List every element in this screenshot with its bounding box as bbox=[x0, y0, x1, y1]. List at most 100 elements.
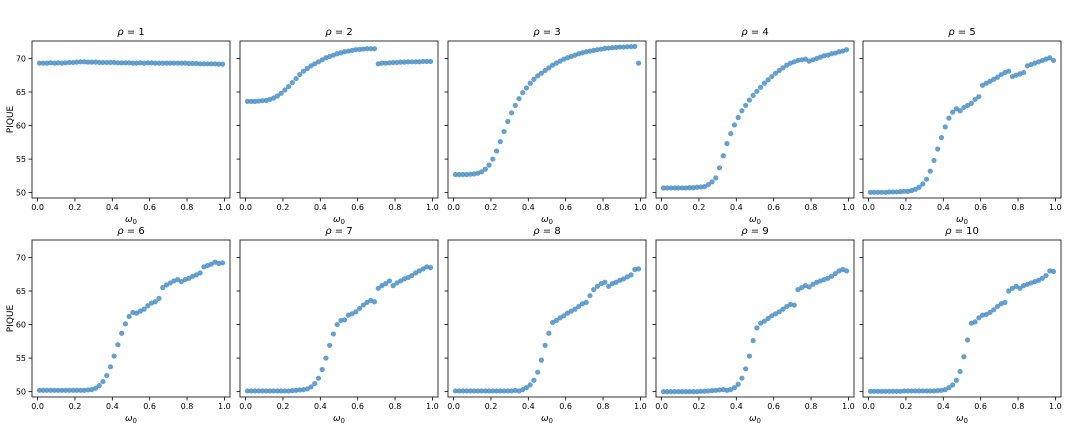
data-point bbox=[427, 58, 434, 65]
data-point bbox=[772, 70, 779, 76]
data-point bbox=[508, 110, 515, 116]
data-point bbox=[720, 153, 726, 159]
data-point bbox=[1017, 285, 1023, 291]
data-point bbox=[51, 387, 58, 393]
data-point bbox=[252, 388, 258, 394]
data-point bbox=[953, 377, 960, 383]
data-point bbox=[293, 387, 299, 393]
data-point bbox=[493, 388, 500, 394]
subplot-rho-3: ρ = 3 0.0 0.2 0.4 0.6 0.8 1.0 ω0 bbox=[444, 27, 647, 226]
data-point bbox=[119, 330, 125, 336]
x-tick-label: 0.4 bbox=[314, 402, 327, 411]
data-point bbox=[1047, 55, 1053, 61]
data-point bbox=[134, 60, 140, 66]
data-point bbox=[698, 184, 704, 190]
data-point bbox=[516, 96, 522, 102]
x-tick-label: 0.6 bbox=[143, 203, 156, 212]
data-point bbox=[401, 59, 407, 65]
title-symbol: ρ bbox=[533, 27, 540, 38]
data-points bbox=[244, 46, 434, 104]
data-point bbox=[875, 189, 881, 195]
y-axis-ticks: 50 55 60 65 70 bbox=[16, 253, 32, 397]
data-point bbox=[267, 388, 273, 394]
data-point bbox=[624, 44, 630, 50]
y-axis-ticks: 50 55 60 65 70 bbox=[16, 54, 32, 198]
x-tick-label: 0.8 bbox=[1012, 203, 1025, 212]
data-point bbox=[460, 388, 466, 394]
x-tick-label: 1.0 bbox=[218, 203, 231, 212]
y-axis-ticks bbox=[236, 58, 240, 194]
data-point bbox=[152, 299, 158, 305]
x-axis-label: ω0 bbox=[749, 215, 761, 226]
data-point bbox=[994, 74, 1001, 80]
data-point bbox=[871, 189, 877, 195]
axes-frame bbox=[239, 40, 439, 199]
x-tick-label: 1.0 bbox=[426, 203, 439, 212]
y-tick-label: 70 bbox=[16, 253, 26, 262]
data-point bbox=[482, 166, 488, 172]
data-point bbox=[687, 389, 693, 395]
data-point bbox=[882, 388, 889, 394]
data-point bbox=[935, 388, 941, 394]
data-point bbox=[664, 185, 670, 191]
data-point bbox=[501, 128, 507, 135]
data-point bbox=[371, 46, 378, 52]
subplot-title: ρ = 1 bbox=[117, 27, 144, 38]
data-point bbox=[668, 389, 674, 395]
data-point bbox=[660, 185, 667, 191]
data-point bbox=[690, 185, 696, 191]
data-point bbox=[475, 388, 481, 394]
data-point bbox=[991, 307, 997, 313]
data-point bbox=[263, 388, 269, 394]
x-tick-label: 0.8 bbox=[597, 402, 610, 411]
data-point bbox=[330, 331, 336, 337]
data-point bbox=[832, 270, 838, 277]
x-axis-label: ω0 bbox=[749, 414, 761, 425]
data-point bbox=[201, 61, 207, 67]
data-point bbox=[886, 189, 892, 195]
x-tick-label: 0.8 bbox=[389, 402, 402, 411]
data-point bbox=[353, 47, 359, 53]
x-tick-label: 0.0 bbox=[862, 402, 875, 411]
data-point bbox=[360, 302, 366, 308]
data-points bbox=[867, 55, 1057, 195]
x-axis-label-subscript: 0 bbox=[549, 417, 553, 425]
title-symbol: ρ bbox=[948, 27, 955, 38]
data-point bbox=[368, 46, 374, 52]
data-point bbox=[890, 189, 896, 195]
title-symbol: ρ bbox=[325, 226, 332, 237]
data-point bbox=[115, 60, 121, 66]
x-tick-label: 0.0 bbox=[239, 203, 252, 212]
x-axis-label-symbol: ω bbox=[749, 414, 757, 424]
data-point bbox=[248, 98, 254, 104]
data-point bbox=[957, 108, 963, 114]
data-point bbox=[212, 61, 218, 67]
data-point bbox=[63, 60, 69, 66]
x-tick-label: 0.2 bbox=[900, 203, 913, 212]
data-point bbox=[923, 176, 930, 182]
data-point bbox=[505, 118, 511, 125]
data-point bbox=[44, 60, 50, 66]
data-point bbox=[36, 387, 43, 393]
data-point bbox=[490, 388, 496, 394]
data-point bbox=[535, 73, 541, 79]
data-point bbox=[271, 388, 277, 394]
x-tick-label: 0.6 bbox=[351, 402, 364, 411]
data-point bbox=[843, 268, 850, 274]
data-point bbox=[156, 295, 162, 301]
subplot-rho-10: ρ = 10 0.0 0.2 0.4 0.6 0.8 1.0 ω0 bbox=[859, 226, 1062, 425]
data-point bbox=[583, 299, 589, 305]
x-tick-label: 0.4 bbox=[314, 203, 327, 212]
data-point bbox=[148, 60, 155, 66]
data-point bbox=[628, 44, 634, 50]
data-point bbox=[535, 369, 541, 375]
subplot-title: ρ = 2 bbox=[325, 27, 352, 38]
x-axis-label: ω0 bbox=[333, 215, 345, 226]
data-point bbox=[527, 80, 533, 86]
x-axis-label-symbol: ω bbox=[333, 414, 341, 424]
data-point bbox=[916, 388, 922, 394]
x-axis-label-subscript: 0 bbox=[757, 417, 761, 425]
y-axis-ticks bbox=[652, 257, 656, 393]
data-point bbox=[356, 305, 363, 312]
axes-frame bbox=[447, 239, 647, 398]
